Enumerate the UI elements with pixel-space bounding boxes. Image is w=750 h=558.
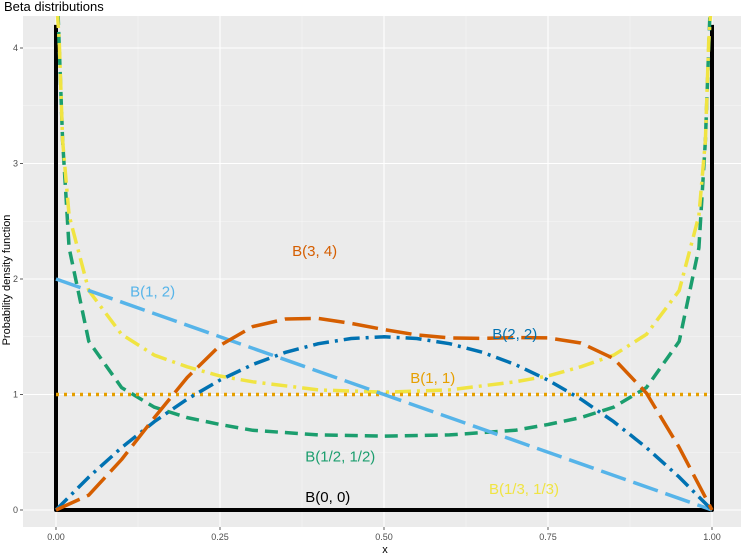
curve-labels: B(0, 0) B(1/2, 1/2) B(1/3, 1/3) B(1, 1) B(1,…: [130, 243, 559, 506]
curve-label-6: B(3, 4): [292, 243, 337, 260]
curve-label-0: B(0, 0): [305, 489, 350, 506]
x-tick-label-2: 0.50: [375, 532, 393, 542]
y-tick-label-2: 2: [13, 274, 18, 284]
series-line-6: [55, 316, 714, 512]
y-tick-label-0: 0: [13, 505, 18, 515]
x-tick-label-3: 0.75: [539, 532, 557, 542]
curve-label-4: B(1, 2): [130, 283, 175, 300]
curve-label-3: B(1, 1): [410, 370, 455, 387]
series-layer: [54, 16, 714, 512]
x-tick-label-0: 0.00: [47, 532, 65, 542]
series-line-1: [56, 16, 712, 438]
curve-label-1: B(1/2, 1/2): [305, 448, 375, 465]
curve-label-5: B(2, 2): [492, 326, 537, 343]
y-tick-label-4: 4: [13, 43, 18, 53]
series-line-4: [55, 277, 713, 512]
y-tick-label-3: 3: [13, 159, 18, 169]
series-line-2: [55, 16, 713, 394]
x-tick-label-1: 0.25: [211, 532, 229, 542]
x-axis-ticks: 0.00 0.25 0.50 0.75 1.00: [47, 527, 721, 542]
y-axis-ticks: 0 1 2 3 4: [13, 43, 23, 515]
y-axis-title: Probability density function: [1, 215, 13, 346]
plot-panel: [23, 16, 741, 527]
y-tick-label-1: 1: [13, 390, 18, 400]
panel-background: [23, 16, 741, 527]
x-axis-title: x: [382, 544, 388, 556]
series-line-0: [54, 24, 714, 512]
series-line-5: [54, 335, 714, 512]
x-tick-label-4: 1.00: [703, 532, 721, 542]
curve-label-2: B(1/3, 1/3): [489, 481, 559, 498]
chart-title: Beta distributions: [4, 0, 104, 14]
